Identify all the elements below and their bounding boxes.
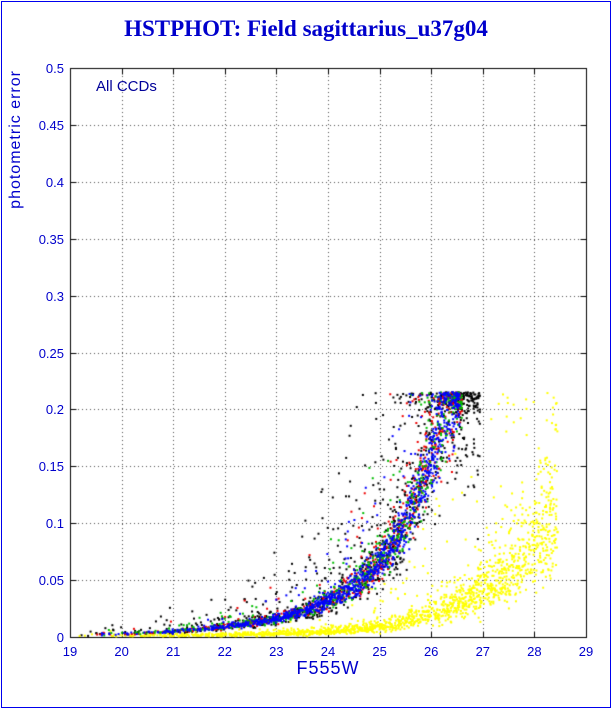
x-tick-label: 28 xyxy=(527,644,542,659)
x-tick-label: 22 xyxy=(217,644,233,659)
y-tick-label: 0.4 xyxy=(45,174,64,190)
y-tick-label: 0.25 xyxy=(38,345,64,361)
x-tick-label: 25 xyxy=(372,644,387,659)
y-tick-label: 0.15 xyxy=(38,459,64,475)
x-tick-label: 20 xyxy=(114,644,129,659)
y-tick-label: 0.3 xyxy=(45,288,64,304)
x-tick-label: 24 xyxy=(320,644,336,659)
x-tick-label: 29 xyxy=(578,644,594,659)
x-tick-label: 27 xyxy=(475,644,491,659)
y-tick-label: 0 xyxy=(56,630,64,645)
y-tick-label: 0.45 xyxy=(38,117,64,133)
y-tick-label: 0.2 xyxy=(45,402,64,418)
y-tick-label: 0.05 xyxy=(38,573,64,589)
x-tick-label: 23 xyxy=(269,644,284,659)
page-title: HSTPHOT: Field sagittarius_u37g04 xyxy=(124,16,488,41)
all-ccds-annotation: All CCDs xyxy=(96,78,157,95)
x-axis-label: F555W xyxy=(296,658,360,678)
x-tick-label: 21 xyxy=(165,644,181,659)
y-tick-label: 0.35 xyxy=(38,231,64,247)
y-tick-label: 0.5 xyxy=(45,61,64,76)
y-tick-label: 0.1 xyxy=(45,516,64,532)
x-tick-label: 19 xyxy=(62,644,78,659)
x-tick-label: 26 xyxy=(423,644,439,659)
